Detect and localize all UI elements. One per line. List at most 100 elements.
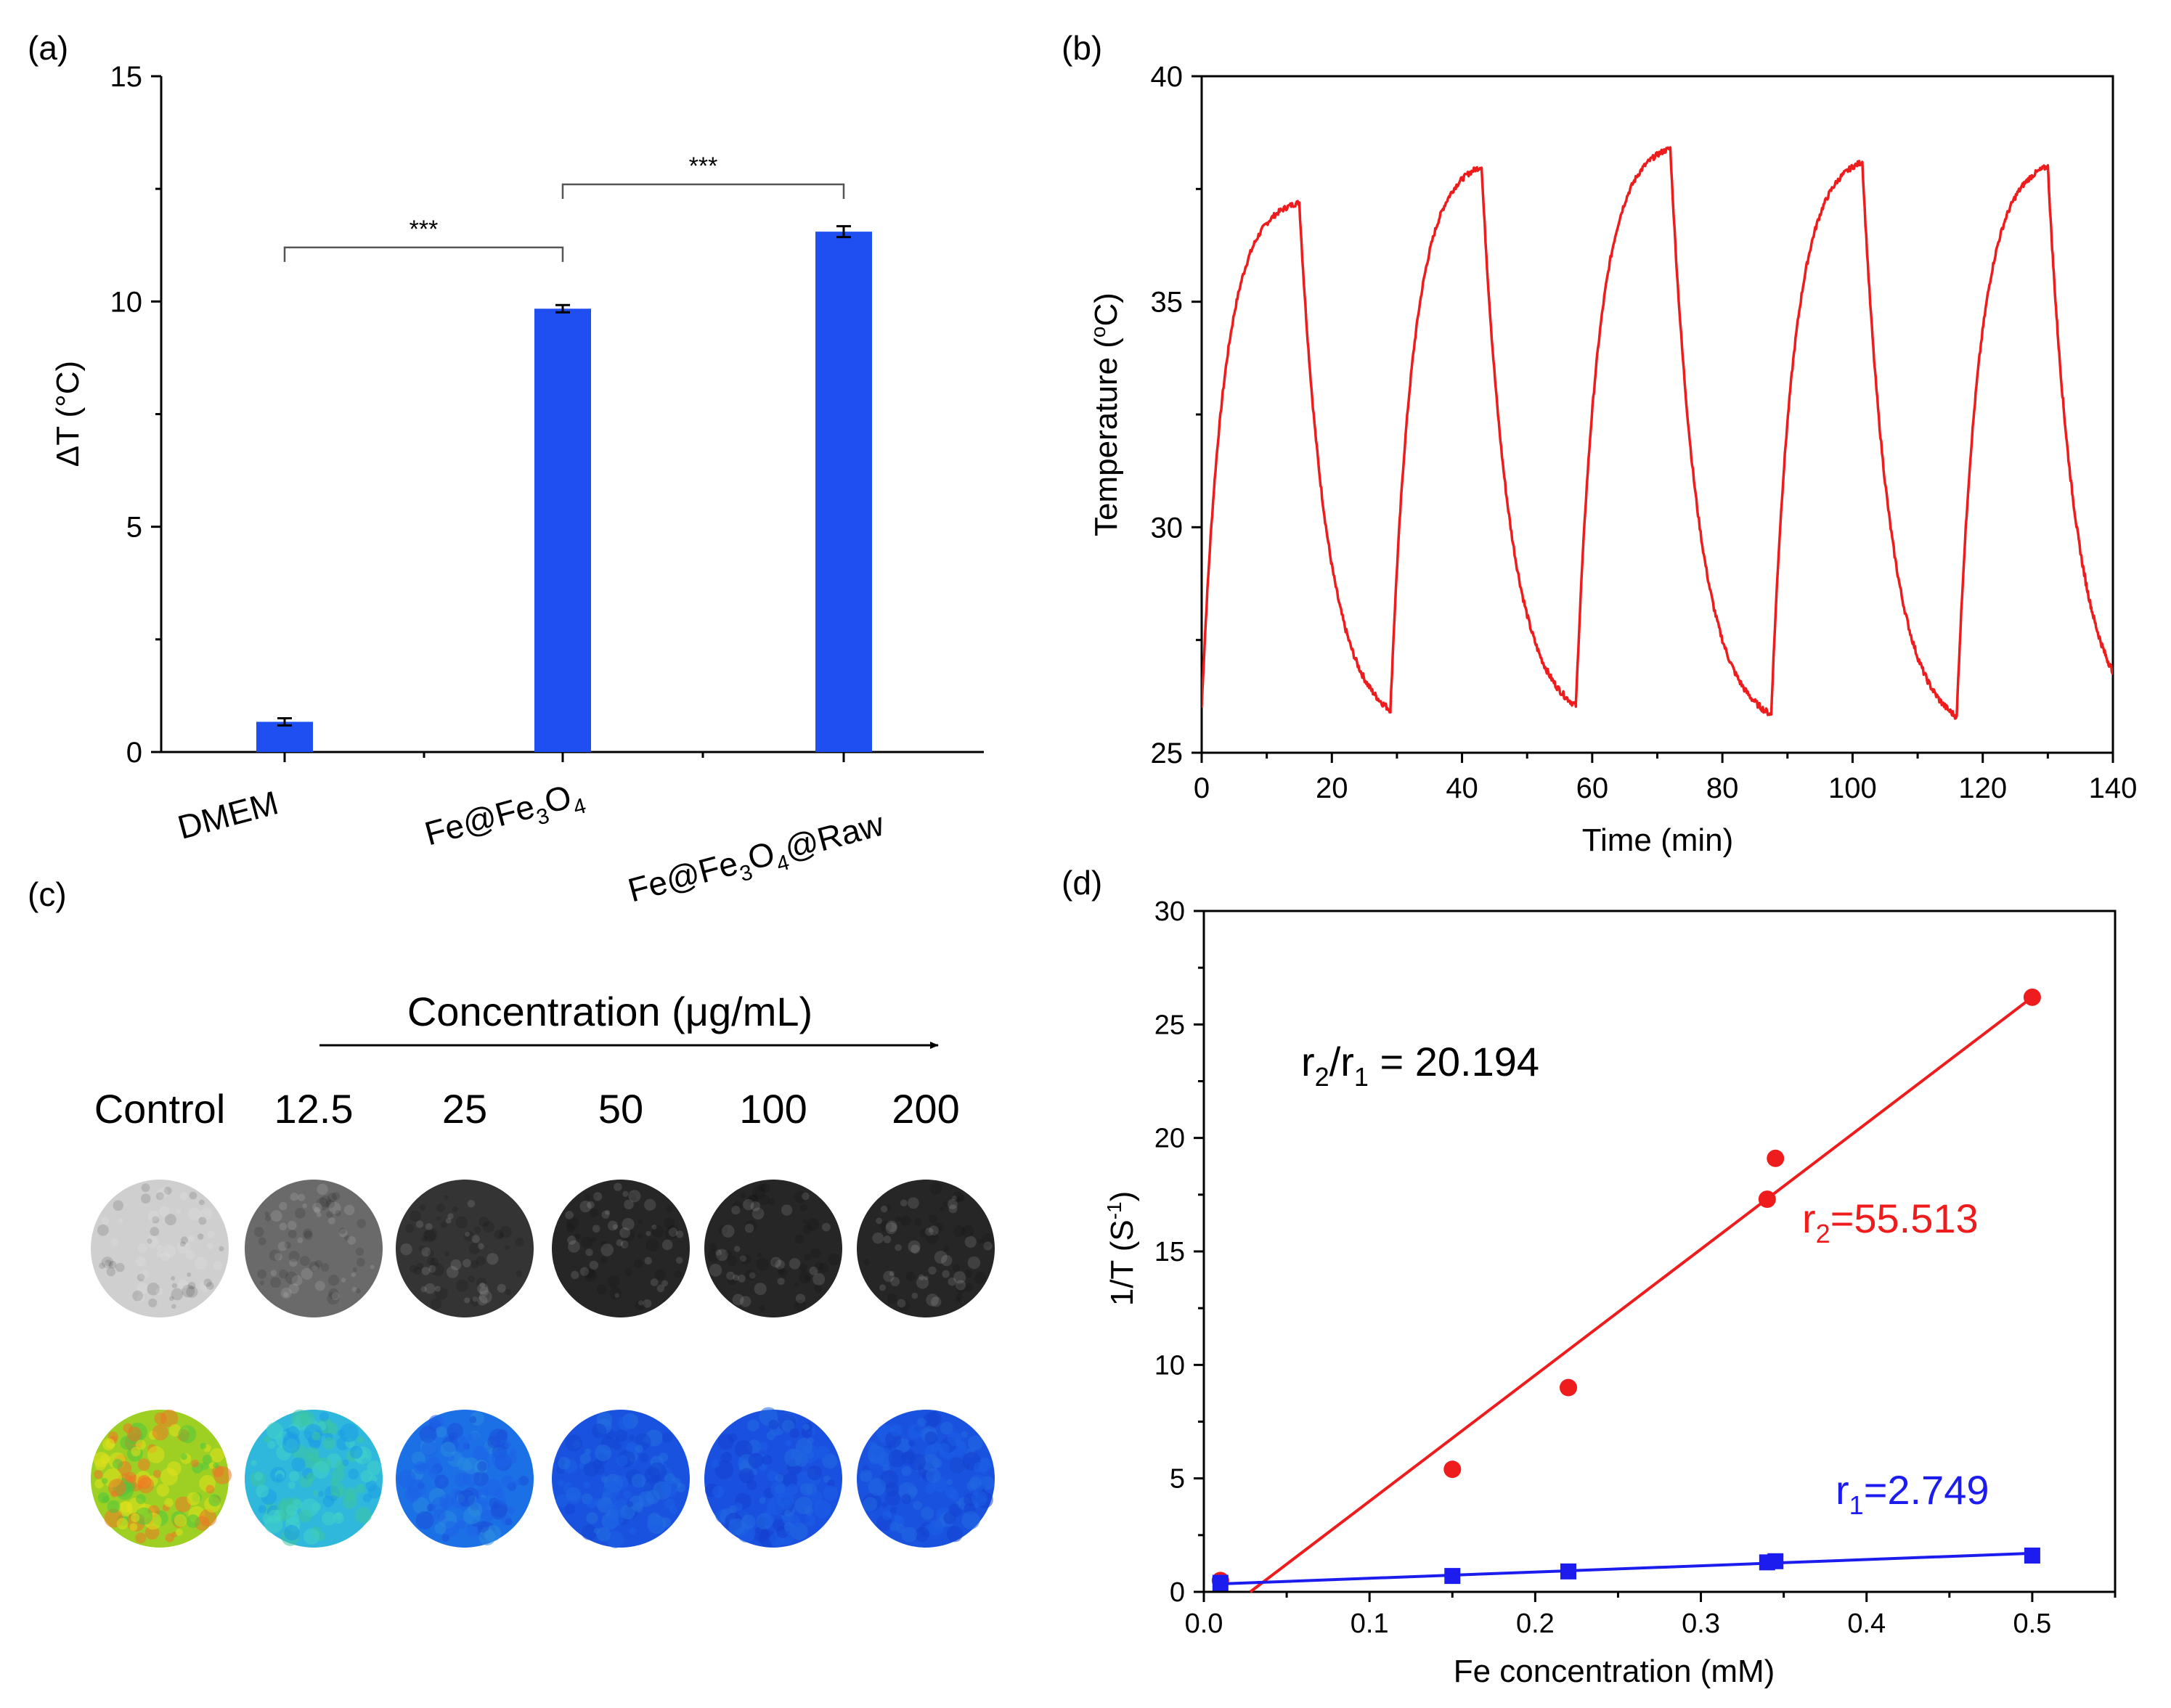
c-color-texture (925, 1468, 941, 1484)
c-color-texture (946, 1525, 964, 1542)
a-ytick-label: 10 (110, 286, 143, 318)
c-color-texture (288, 1482, 296, 1490)
c-gray-texture (727, 1275, 737, 1285)
c-gray-texture (157, 1188, 168, 1198)
c-gray-texture (219, 1246, 224, 1251)
c-color-texture (174, 1496, 191, 1513)
c-gray-texture (593, 1192, 603, 1201)
c-gray-texture (138, 1243, 147, 1253)
c-color-texture (889, 1521, 900, 1532)
c-color-texture (661, 1431, 673, 1443)
c-gray-texture (434, 1286, 441, 1292)
c-gray-texture (718, 1225, 728, 1235)
c-gray-texture (327, 1193, 337, 1203)
c-color-texture (978, 1457, 993, 1471)
c-color-texture (558, 1479, 564, 1487)
c-color-texture (180, 1453, 187, 1460)
c-color-texture (760, 1529, 770, 1538)
c-gray-texture (331, 1292, 340, 1301)
c-color-texture (734, 1502, 743, 1511)
c-gray-texture (799, 1263, 808, 1272)
c-gray-texture (284, 1241, 291, 1249)
c-gray-texture (709, 1243, 717, 1251)
r1-sub: 1 (1849, 1490, 1864, 1520)
b-xtick-label: 60 (1576, 772, 1609, 804)
c-gray-texture (667, 1225, 679, 1236)
c-gray-texture (137, 1273, 145, 1282)
panel-d-r1-annotation: r1=2.749 (1836, 1467, 1989, 1520)
c-gray-texture (731, 1206, 741, 1215)
c-gray-texture (347, 1235, 357, 1245)
d-fit-line-r2 (1249, 996, 2034, 1593)
a-category-label-2: Fe@Fe3O4@Raw (624, 804, 889, 915)
c-color-texture (901, 1451, 915, 1465)
b-xtick-label: 100 (1828, 772, 1877, 804)
c-gray-texture (933, 1222, 944, 1233)
c-gray-texture (809, 1266, 818, 1275)
c-gray-texture (715, 1249, 722, 1256)
ratio-sub-1: 1 (1354, 1062, 1369, 1092)
c-color-texture (258, 1505, 266, 1513)
c-gray-texture (311, 1265, 319, 1272)
c-color-texture (914, 1527, 930, 1542)
c-gray-texture (474, 1226, 481, 1234)
c-color-texture (348, 1468, 359, 1480)
c-gray-texture (444, 1195, 449, 1200)
c-gray-texture (600, 1241, 608, 1249)
c-gray-texture (187, 1235, 195, 1243)
c-color-texture (595, 1444, 612, 1462)
b-xtick-label: 140 (2089, 772, 2138, 804)
c-gray-texture (314, 1259, 322, 1268)
c-gray-texture (956, 1293, 963, 1300)
c-gray-texture (977, 1238, 982, 1244)
c-gray-texture (335, 1209, 341, 1217)
c-gray-texture (918, 1228, 928, 1238)
c-gray-texture (147, 1283, 160, 1296)
c-gray-texture (574, 1233, 581, 1241)
b-xtick-label: 20 (1316, 772, 1348, 804)
c-gray-texture (905, 1271, 916, 1282)
b-xtick-label: 80 (1706, 772, 1739, 804)
c-gray-texture (515, 1238, 524, 1247)
c-gray-texture (644, 1257, 652, 1265)
c-gray-texture (622, 1217, 635, 1231)
c-gray-texture (948, 1277, 957, 1286)
c-color-texture (565, 1487, 582, 1505)
c-gray-texture (620, 1240, 629, 1249)
c-color-texture (767, 1470, 778, 1482)
c-color-texture (591, 1423, 607, 1439)
c-gray-texture (207, 1230, 215, 1238)
c-color-texture (333, 1512, 344, 1524)
c-color-texture (734, 1440, 753, 1458)
c-gray-texture (964, 1235, 977, 1248)
c-gray-texture (749, 1272, 756, 1279)
c-gray-texture (415, 1220, 424, 1228)
c-gray-texture (743, 1198, 754, 1211)
a-category-label-part: DMEM (174, 783, 282, 846)
c-gray-texture (633, 1259, 643, 1269)
b-xtick-label: 120 (1958, 772, 2007, 804)
c-gray-texture (744, 1269, 757, 1281)
c-gray-texture (876, 1217, 883, 1225)
c-gray-texture (928, 1266, 937, 1275)
c-color-texture (908, 1486, 918, 1497)
c-color-texture (285, 1504, 298, 1516)
c-color-texture (468, 1502, 483, 1517)
c-gray-texture (160, 1251, 171, 1262)
c-gray-texture (279, 1201, 288, 1211)
c-gray-texture (309, 1261, 319, 1272)
c-color-texture (264, 1436, 271, 1443)
c-gray-texture (759, 1194, 770, 1206)
a-category-label-part: Fe@Fe (420, 787, 538, 852)
c-gray-texture (355, 1288, 361, 1294)
c-gray-texture (189, 1191, 197, 1200)
c-gray-texture (911, 1292, 918, 1299)
c-gray-texture (427, 1249, 434, 1257)
c-color-texture (762, 1455, 773, 1466)
c-color-texture (330, 1482, 346, 1497)
c-color-texture (306, 1472, 316, 1482)
c-color-texture (94, 1459, 106, 1471)
c-gray-texture (953, 1264, 961, 1272)
c-gray-texture (895, 1216, 901, 1222)
c-gray-texture (426, 1257, 436, 1266)
